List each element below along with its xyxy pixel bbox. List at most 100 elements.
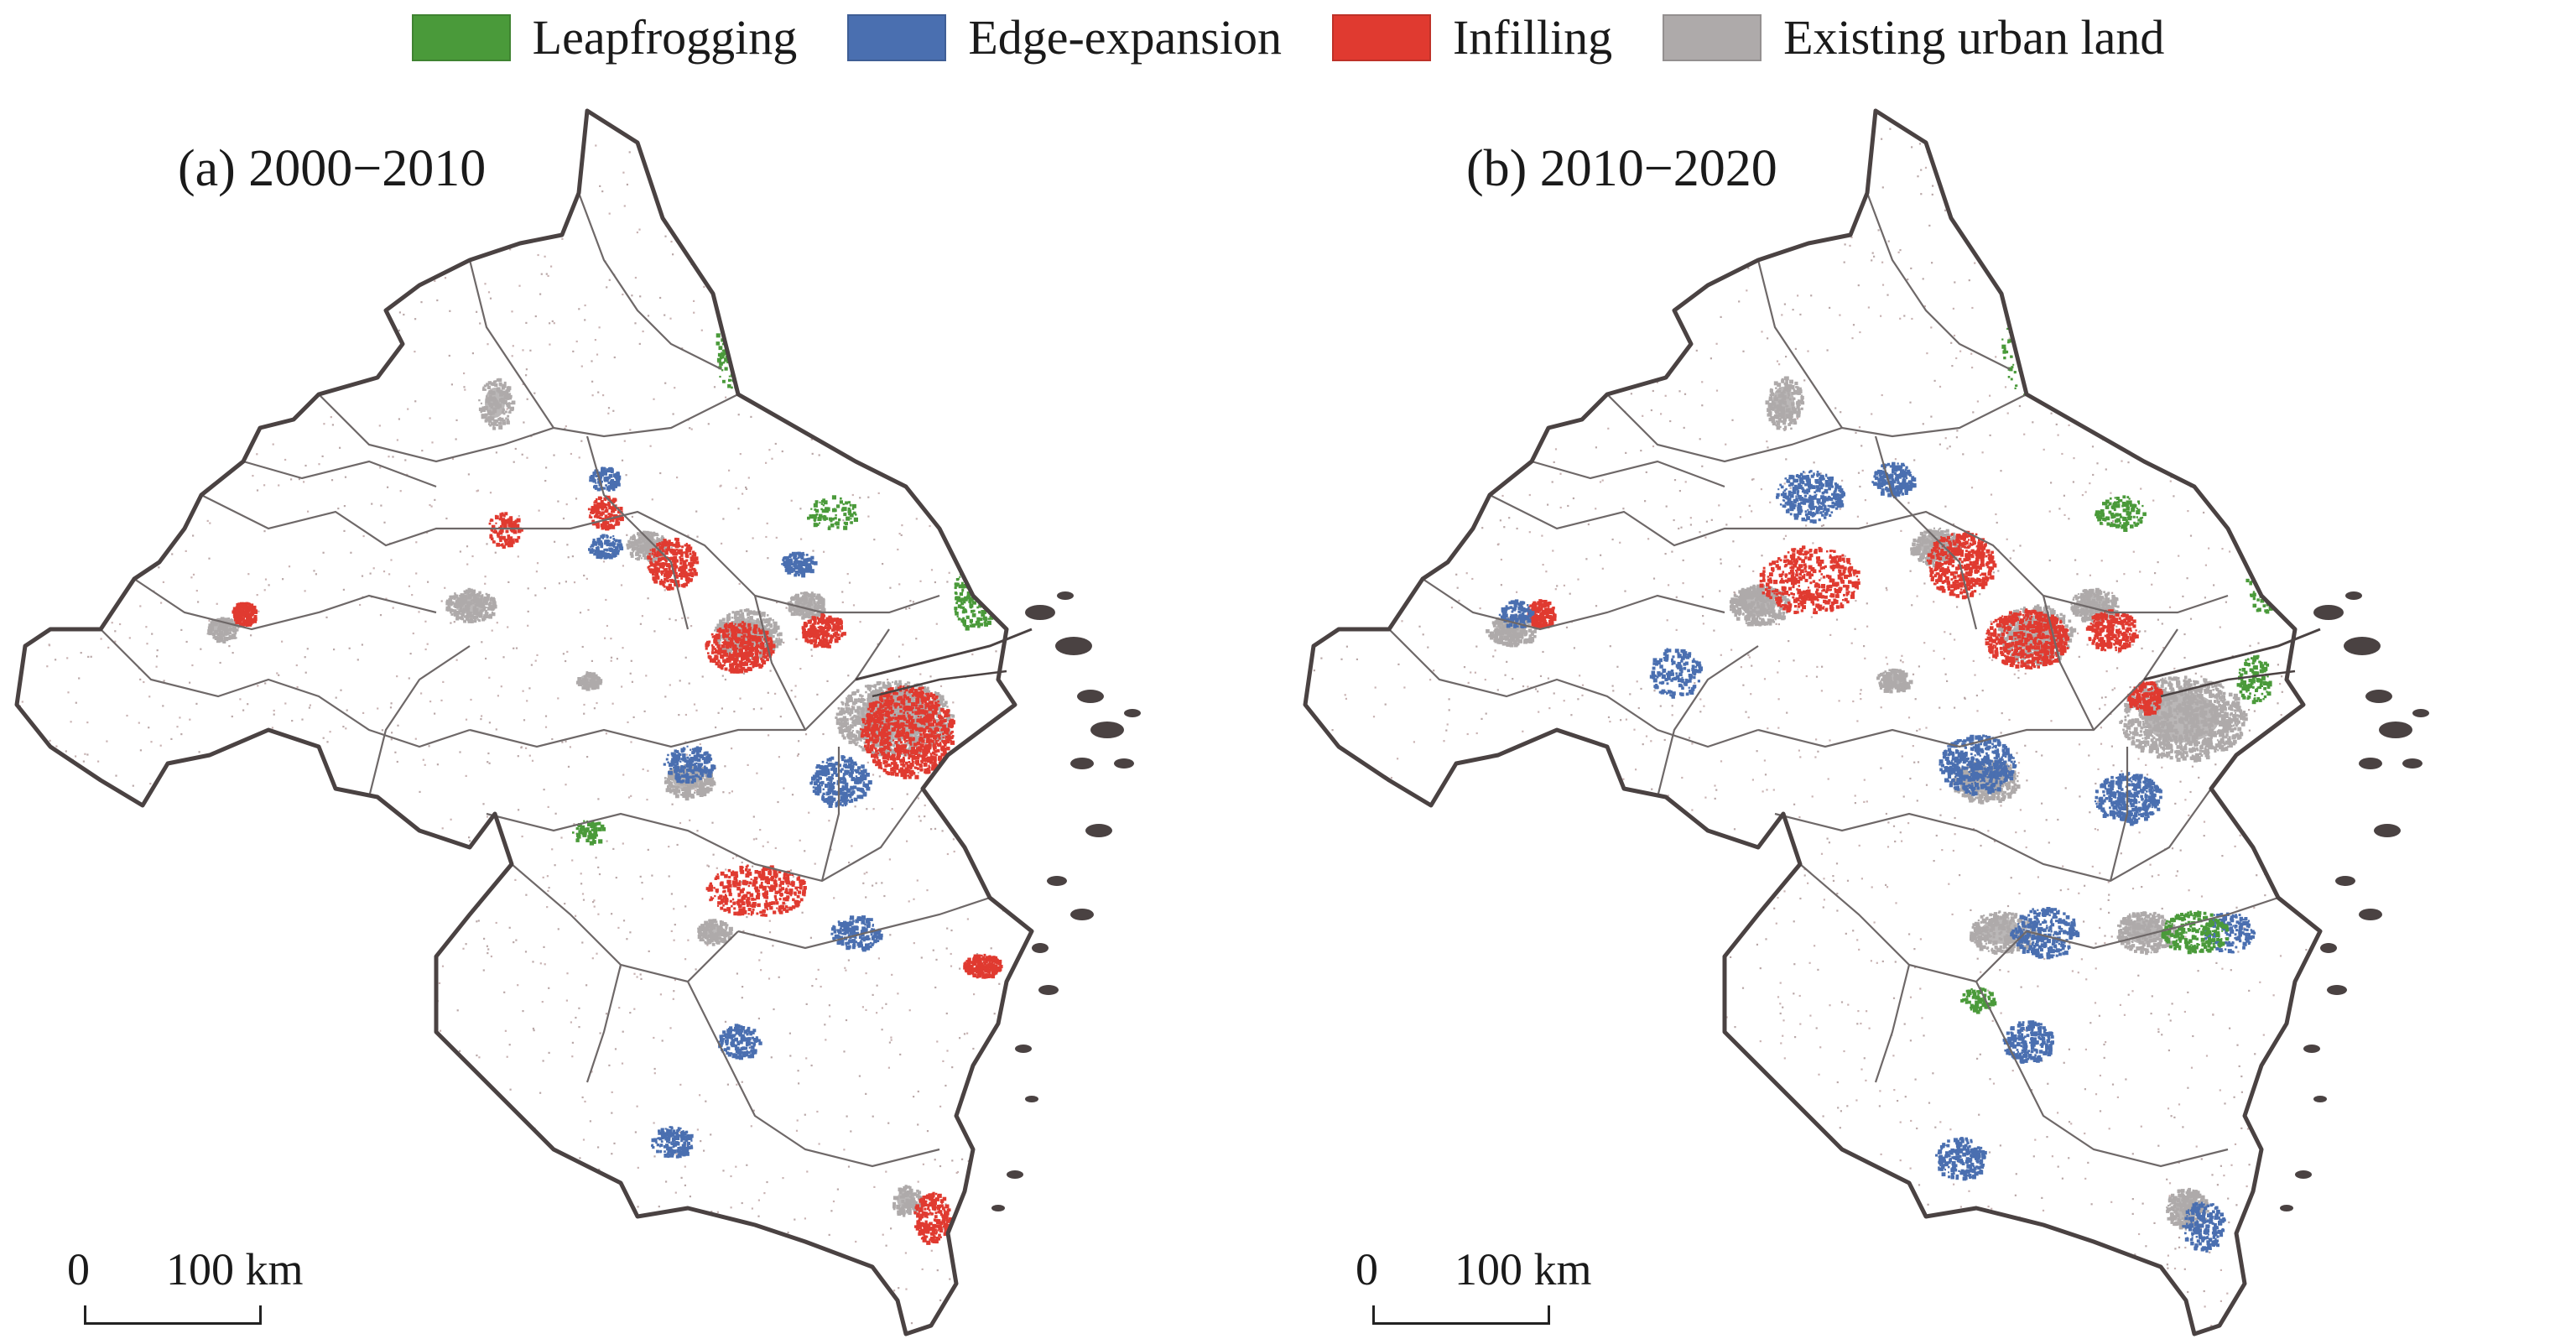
urban-speck <box>308 1229 311 1232</box>
urban-speck <box>779 1240 782 1243</box>
urban-speck <box>278 484 280 487</box>
urban-speck <box>900 1336 902 1337</box>
urban-speck <box>361 1153 363 1155</box>
urban-speck <box>63 792 65 795</box>
urban-speck <box>112 532 115 534</box>
gray-patch <box>585 678 589 682</box>
gray-patch <box>912 700 915 703</box>
urban-speck <box>778 637 780 639</box>
urban-speck <box>81 362 83 365</box>
urban-speck <box>818 454 820 456</box>
urban-speck <box>982 456 986 458</box>
gray-patch <box>453 605 456 607</box>
urban-speck <box>342 1326 345 1329</box>
urban-speck <box>63 471 65 473</box>
urban-speck <box>499 1248 502 1251</box>
gray-patch <box>852 740 856 742</box>
gray-patch <box>809 593 814 597</box>
urban-speck <box>611 1112 613 1114</box>
urban-speck <box>795 1268 798 1270</box>
urban-speck <box>610 659 612 662</box>
urban-speck <box>926 1130 929 1133</box>
legend-item-infilling: Infilling <box>1331 13 1612 62</box>
gray-patch <box>454 592 456 595</box>
urban-speck <box>192 573 195 576</box>
urban-speck <box>818 1271 820 1274</box>
urban-speck <box>750 1125 752 1128</box>
urban-speck <box>247 703 249 706</box>
urban-speck <box>561 237 564 240</box>
urban-speck <box>817 1266 820 1269</box>
urban-speck <box>431 441 434 444</box>
gray-patch <box>596 676 600 680</box>
urban-speck <box>872 190 874 192</box>
urban-speck <box>283 805 285 808</box>
gray-patch <box>463 590 466 593</box>
urban-speck <box>347 959 350 961</box>
urban-speck <box>85 884 87 887</box>
urban-speck <box>712 853 715 856</box>
urban-speck <box>71 351 74 353</box>
urban-speck <box>296 685 299 689</box>
urban-speck <box>551 320 554 322</box>
urban-speck <box>301 328 304 331</box>
gray-patch <box>660 555 664 558</box>
urban-speck <box>493 1207 496 1210</box>
urban-speck <box>803 417 805 419</box>
urban-speck <box>148 696 151 698</box>
urban-speck <box>245 232 247 235</box>
gray-patch <box>801 602 804 606</box>
urban-speck <box>781 196 783 199</box>
urban-speck <box>939 1164 942 1168</box>
urban-speck <box>513 461 515 463</box>
gray-patch <box>503 394 506 398</box>
urban-speck <box>322 737 325 739</box>
urban-speck <box>805 1057 808 1060</box>
gray-patch <box>700 780 704 784</box>
urban-speck <box>770 313 773 315</box>
gray-patch <box>705 783 707 786</box>
gray-patch <box>671 784 674 787</box>
urban-speck <box>276 268 278 270</box>
urban-speck <box>511 1204 513 1206</box>
urban-speck <box>785 293 788 296</box>
urban-speck <box>985 559 987 561</box>
gray-patch <box>478 619 481 623</box>
urban-speck <box>64 1163 66 1165</box>
urban-speck <box>924 399 926 402</box>
urban-speck <box>799 839 801 841</box>
gray-patch <box>488 390 493 395</box>
urban-speck <box>924 815 926 818</box>
gray-patch <box>799 601 802 605</box>
urban-speck <box>134 283 137 285</box>
urban-speck <box>539 1184 542 1186</box>
gray-patch <box>862 702 866 706</box>
urban-speck <box>639 1330 642 1332</box>
urban-speck <box>636 231 638 234</box>
urban-speck <box>733 711 736 713</box>
urban-speck <box>659 296 662 300</box>
urban-speck <box>623 120 626 122</box>
urban-speck <box>453 1180 455 1183</box>
urban-speck <box>462 947 465 950</box>
urban-speck <box>252 779 254 782</box>
urban-speck <box>473 1215 476 1217</box>
gray-patch <box>888 740 891 742</box>
urban-speck <box>169 400 173 404</box>
urban-speck <box>541 1001 544 1003</box>
urban-speck <box>39 188 42 190</box>
gray-patch <box>692 781 696 784</box>
urban-speck <box>69 1076 72 1079</box>
urban-speck <box>851 493 854 497</box>
gray-patch <box>716 623 721 628</box>
urban-speck <box>381 729 383 732</box>
urban-speck <box>898 1287 900 1290</box>
gray-patch <box>647 542 649 544</box>
urban-speck <box>350 551 352 554</box>
urban-speck <box>456 1009 459 1012</box>
urban-speck <box>752 537 754 539</box>
urban-speck <box>889 586 892 589</box>
urban-speck <box>752 815 755 818</box>
urban-speck <box>768 931 772 934</box>
urban-speck <box>362 534 365 538</box>
